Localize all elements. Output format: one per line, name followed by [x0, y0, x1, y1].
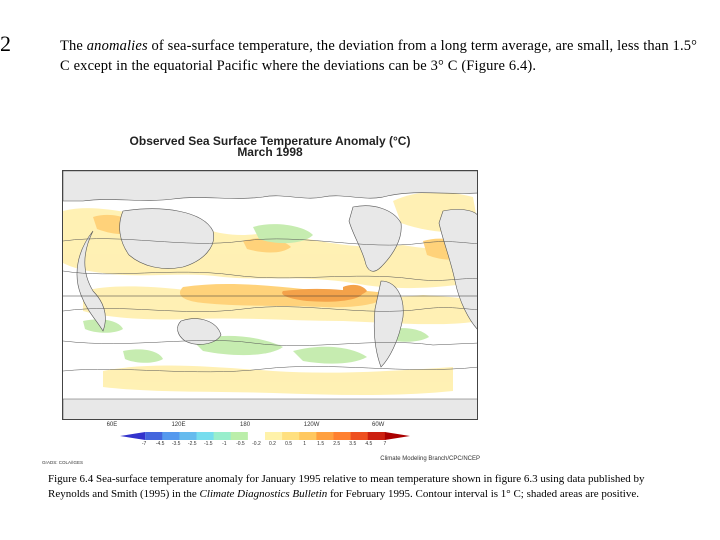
colorbar-tick-label: 7: [383, 441, 387, 447]
map-title-line2: March 1998: [237, 145, 303, 159]
colorbar-tick-label: -3.5: [171, 441, 181, 447]
colorbar-swatch: [162, 432, 180, 440]
colorbar-tick-label: -0.5: [236, 441, 245, 447]
colorbar-swatch: [367, 432, 386, 440]
credit-right: Climate Modeling Branch/CPC/NCEP: [380, 456, 480, 462]
colorbar-labels: -7 -4.5 -3.5 -2.5 -1.5 -1 -0.5 -0.2 0.2 0.5 1 1.5 2.…: [120, 441, 410, 449]
colorbar-swatch: [384, 432, 410, 440]
colorbar-tick-label: -1: [222, 441, 227, 447]
colorbar-swatch: [196, 432, 215, 440]
colorbar-swatch: [333, 432, 352, 440]
continents: [63, 171, 477, 419]
colorbar-tick-label: -0.2: [252, 441, 261, 447]
anomaly-map-graphic: [63, 171, 477, 419]
lon-label-180: 180: [240, 422, 251, 428]
intro-emphasis: anomalies: [86, 38, 148, 54]
strong-warm-areas: [282, 284, 367, 302]
lon-label-60e: 60E: [106, 422, 118, 428]
colorbar-swatch: [316, 432, 334, 440]
slide-number: 2: [0, 31, 11, 56]
colorbar-tick-label: -7: [141, 441, 147, 447]
colorbar-tick-label: 0.5: [285, 441, 293, 447]
colorbar-tick-label: -4.5: [155, 441, 165, 447]
sst-anomaly-figure: Observed Sea Surface Temperature Anomaly…: [42, 134, 480, 466]
contour-lines: [63, 238, 477, 373]
colorbar-swatch: [213, 432, 232, 440]
colorbar-tick-label: 1: [303, 441, 306, 447]
cool-areas: [83, 224, 429, 364]
colorbar-tick-label: -1.5: [203, 441, 213, 447]
lon-label-120e: 120E: [171, 422, 186, 428]
credit-left: GrADS: COLA/IGES: [42, 460, 84, 465]
colorbar-swatch: [299, 432, 317, 440]
colorbar-tick-label: 1.5: [317, 441, 325, 447]
intro-text-after: of sea-surface temperature, the deviatio…: [60, 38, 698, 74]
colorbar: [120, 432, 410, 440]
colorbar-tick-label: 4.5: [365, 441, 373, 447]
colorbar-swatch: [265, 432, 283, 440]
lon-label-60w: 60W: [371, 422, 385, 428]
colorbar-tick-label: 0.2: [269, 441, 276, 447]
colorbar-tick-label: 2.5: [333, 441, 341, 447]
longitude-axis: 60E 120E 180 120W 60W: [62, 422, 478, 432]
colorbar-swatch: [350, 432, 369, 440]
anomaly-map: [62, 170, 478, 420]
colorbar-swatch: [145, 432, 163, 440]
colorbar-swatch: [179, 432, 197, 440]
lon-label-120w: 120W: [303, 422, 320, 428]
figure-caption: Figure 6.4 Sea-surface temperature anoma…: [48, 472, 648, 502]
intro-paragraph: The anomalies of sea-surface temperature…: [60, 36, 700, 76]
caption-text-before: Figure 6.4 Sea-surface temperature anoma…: [48, 473, 645, 500]
map-title: Observed Sea Surface Temperature Anomaly…: [60, 134, 480, 159]
colorbar-swatch: [230, 432, 249, 440]
caption-emphasis: Climate Diagnostics Bulletin: [199, 488, 328, 500]
colorbar-tick-label: -2.5: [187, 441, 197, 447]
intro-text-before: The: [60, 38, 87, 54]
colorbar-swatch: [247, 432, 266, 440]
colorbar-swatch: [120, 432, 146, 440]
colorbar-tick-label: 3.5: [349, 441, 357, 447]
caption-text-after: for February 1995. Contour interval is 1…: [327, 488, 639, 500]
map-title-line1: Observed Sea Surface Temperature Anomaly…: [129, 134, 411, 148]
colorbar-swatch: [282, 432, 300, 440]
